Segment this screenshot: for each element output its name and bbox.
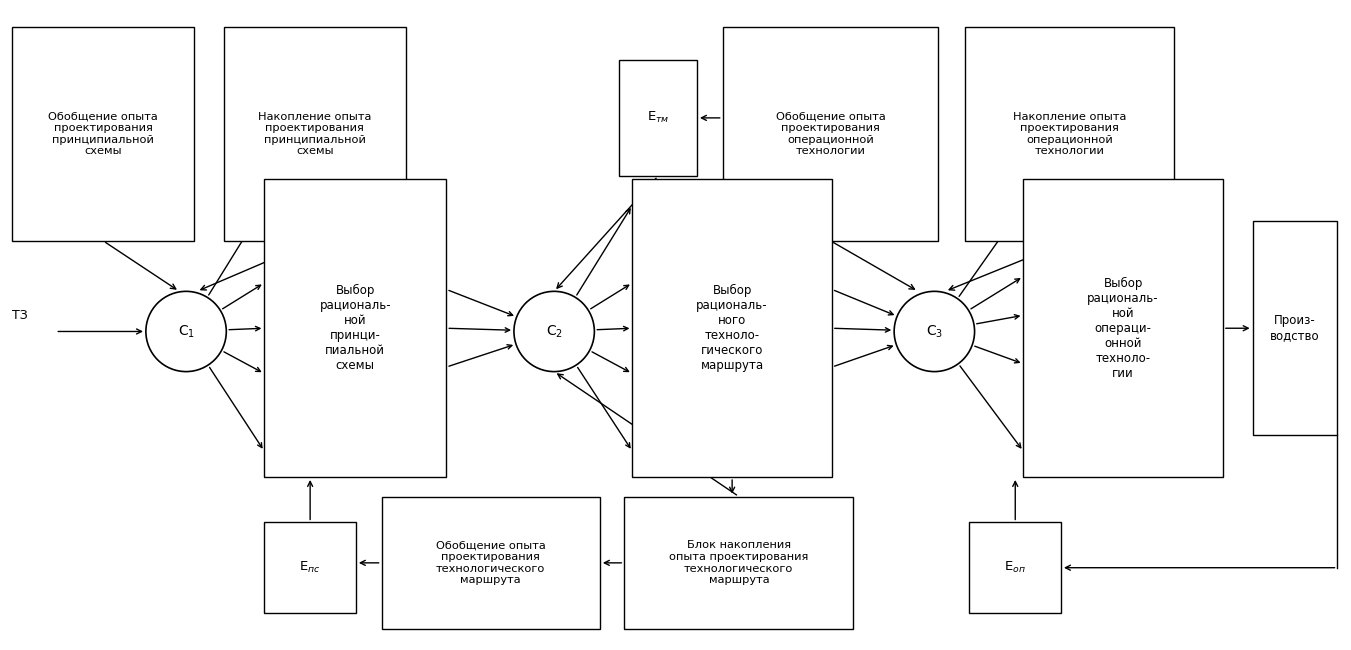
FancyBboxPatch shape bbox=[970, 523, 1061, 613]
FancyBboxPatch shape bbox=[624, 497, 854, 629]
Text: Обобщение опыта
проектирования
операционной
технологии: Обобщение опыта проектирования операцион… bbox=[775, 112, 885, 157]
FancyBboxPatch shape bbox=[632, 179, 832, 477]
Text: Выбор
рациональ-
ного
техноло-
гического
маршрута: Выбор рациональ- ного техноло- гического… bbox=[696, 284, 767, 372]
FancyBboxPatch shape bbox=[224, 27, 405, 241]
Text: Выбор
рациональ-
ной
принци-
пиальной
схемы: Выбор рациональ- ной принци- пиальной сх… bbox=[319, 284, 390, 372]
Text: Накопление опыта
проектирования
операционной
технологии: Накопление опыта проектирования операцио… bbox=[1013, 112, 1127, 157]
Text: E$_{оп}$: E$_{оп}$ bbox=[1004, 560, 1027, 575]
FancyBboxPatch shape bbox=[966, 27, 1174, 241]
Text: E$_{тм}$: E$_{тм}$ bbox=[647, 111, 669, 125]
FancyBboxPatch shape bbox=[381, 497, 600, 629]
Ellipse shape bbox=[894, 291, 974, 372]
Text: ТЗ: ТЗ bbox=[12, 309, 28, 322]
Text: C$_3$: C$_3$ bbox=[925, 323, 943, 340]
Text: C$_1$: C$_1$ bbox=[177, 323, 195, 340]
Ellipse shape bbox=[146, 291, 227, 372]
FancyBboxPatch shape bbox=[265, 179, 446, 477]
Text: E$_{пс}$: E$_{пс}$ bbox=[300, 560, 322, 575]
Ellipse shape bbox=[513, 291, 594, 372]
Text: Произ-
водство: Произ- водство bbox=[1270, 314, 1320, 343]
FancyBboxPatch shape bbox=[1023, 179, 1223, 477]
Text: Обобщение опыта
проектирования
принципиальной
схемы: Обобщение опыта проектирования принципиа… bbox=[49, 112, 158, 157]
Text: C$_2$: C$_2$ bbox=[546, 323, 562, 340]
Text: Выбор
рациональ-
ной
операци-
онной
техноло-
гии: Выбор рациональ- ной операци- онной техн… bbox=[1088, 277, 1159, 380]
FancyBboxPatch shape bbox=[265, 523, 355, 613]
Text: Накопление опыта
проектирования
принципиальной
схемы: Накопление опыта проектирования принципи… bbox=[258, 112, 372, 157]
Text: Блок накопления
опыта проектирования
технологического
маршрута: Блок накопления опыта проектирования тех… bbox=[669, 540, 808, 585]
FancyBboxPatch shape bbox=[12, 27, 195, 241]
Text: Обобщение опыта
проектирования
технологического
маршрута: Обобщение опыта проектирования технологи… bbox=[436, 540, 546, 585]
FancyBboxPatch shape bbox=[723, 27, 939, 241]
FancyBboxPatch shape bbox=[619, 60, 697, 176]
FancyBboxPatch shape bbox=[1252, 222, 1337, 435]
